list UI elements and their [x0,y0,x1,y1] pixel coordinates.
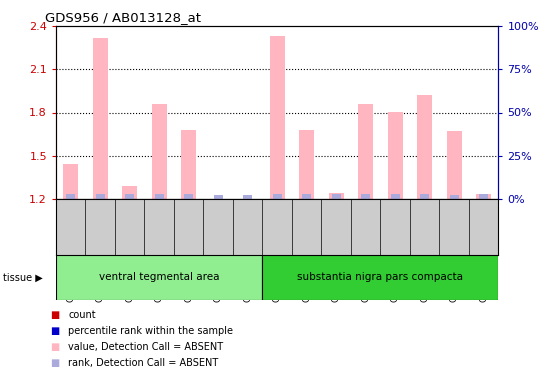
Text: count: count [68,310,96,320]
Bar [93,38,108,199]
Text: substantia nigra pars compacta: substantia nigra pars compacta [297,273,464,282]
Bar [358,104,373,199]
Bar [181,130,196,199]
Bar [270,36,284,199]
Bar [273,194,282,199]
Bar [479,194,488,199]
Bar [122,186,137,199]
Bar [152,104,167,199]
Text: rank, Detection Call = ABSENT: rank, Detection Call = ABSENT [68,358,218,368]
Bar [302,194,311,199]
Bar [184,194,193,199]
Bar [391,194,400,199]
Text: ■: ■ [50,358,60,368]
Text: GDS956 / AB013128_at: GDS956 / AB013128_at [45,11,201,24]
Bar [66,194,75,199]
Bar [420,194,429,199]
Text: ventral tegmental area: ventral tegmental area [99,273,220,282]
Bar [155,194,164,199]
Bar [263,255,498,300]
Bar [450,195,459,199]
Bar [417,95,432,199]
Bar [243,195,252,199]
Bar [56,255,263,300]
Bar [361,194,370,199]
Text: value, Detection Call = ABSENT: value, Detection Call = ABSENT [68,342,223,352]
Text: percentile rank within the sample: percentile rank within the sample [68,326,234,336]
Bar [63,164,78,199]
Text: tissue ▶: tissue ▶ [3,273,43,282]
Bar [299,130,314,199]
Bar [125,194,134,199]
Text: ■: ■ [50,342,60,352]
Bar [332,194,340,199]
Bar [329,193,343,199]
Bar [214,195,223,199]
Bar [476,194,491,199]
Bar [447,131,461,199]
Text: ■: ■ [50,310,60,320]
Text: ■: ■ [50,326,60,336]
Bar [388,112,403,199]
Bar [96,194,105,199]
